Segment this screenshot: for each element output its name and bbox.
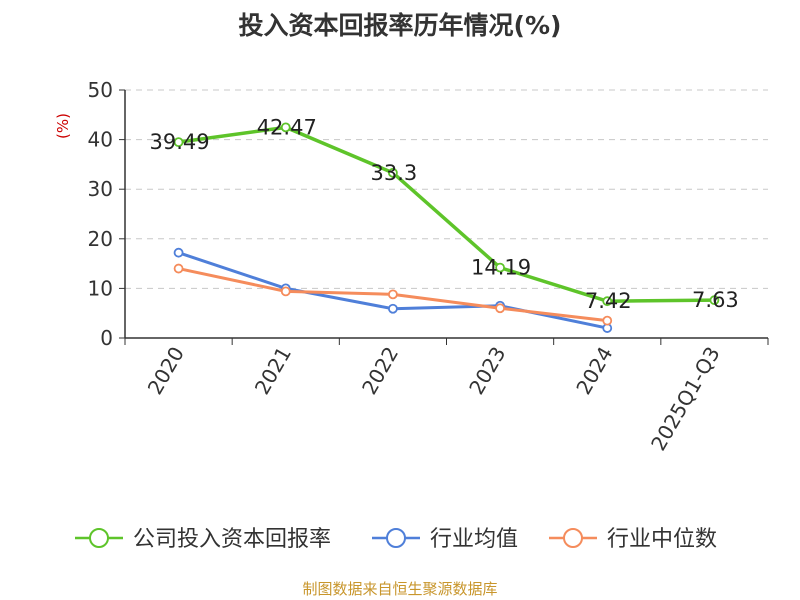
legend-marker-icon bbox=[563, 528, 583, 548]
x-tick-label: 2023 bbox=[464, 343, 510, 399]
series-lines bbox=[173, 122, 720, 333]
data-point bbox=[173, 137, 184, 148]
data-point bbox=[602, 296, 613, 307]
data-point bbox=[388, 303, 398, 314]
legend-label: 公司投入资本回报率 bbox=[133, 527, 331, 552]
legend-marker-icon bbox=[89, 528, 109, 548]
legend-item-1[interactable]: 行业均值 bbox=[372, 527, 518, 552]
data-point bbox=[280, 122, 291, 133]
grid-lines bbox=[125, 89, 768, 289]
series-0 bbox=[173, 122, 720, 307]
data-point bbox=[388, 167, 398, 178]
data-point bbox=[602, 315, 613, 326]
data-point bbox=[495, 303, 505, 314]
legend-marker-icon bbox=[386, 528, 406, 548]
y-tick-label: 30 bbox=[88, 177, 113, 201]
x-tick-label: 2022 bbox=[357, 343, 403, 399]
legend: 公司投入资本回报率 行业均值 行业中位数 bbox=[75, 527, 717, 552]
source-note: 制图数据来自恒生聚源数据库 bbox=[302, 580, 498, 598]
data-label: 39.49 bbox=[150, 130, 210, 154]
data-point bbox=[280, 286, 291, 297]
data-point bbox=[173, 247, 184, 258]
legend-label: 行业均值 bbox=[430, 527, 518, 552]
data-label: 42.47 bbox=[257, 115, 317, 139]
y-tick-label: 40 bbox=[88, 128, 113, 152]
data-label: 7.63 bbox=[692, 288, 739, 312]
data-label: 14.19 bbox=[471, 256, 531, 280]
legend-item-0[interactable]: 公司投入资本回报率 bbox=[75, 527, 331, 552]
y-tick-label: 10 bbox=[88, 276, 113, 300]
series-2 bbox=[173, 263, 613, 326]
chart-title: 投入资本回报率历年情况(%) bbox=[238, 11, 562, 40]
data-point bbox=[173, 263, 184, 274]
data-labels: 39.49 42.47 33.3 14.19 7.42 7.63 bbox=[150, 115, 739, 313]
y-axis-unit-label: (%) bbox=[54, 113, 72, 139]
y-tick-label: 0 bbox=[100, 326, 113, 350]
legend-label: 行业中位数 bbox=[607, 527, 717, 552]
x-tick-label: 2020 bbox=[143, 343, 189, 399]
data-label: 7.42 bbox=[585, 289, 632, 313]
data-point bbox=[495, 262, 505, 273]
data-point bbox=[388, 289, 398, 300]
x-tick-label: 2024 bbox=[571, 343, 617, 399]
data-point bbox=[709, 295, 720, 306]
series-line bbox=[178, 125, 715, 303]
y-tick-label: 20 bbox=[88, 227, 113, 251]
legend-item-2[interactable]: 行业中位数 bbox=[549, 527, 717, 552]
x-tick-label: 2025Q1-Q3 bbox=[646, 343, 725, 455]
x-tick-label: 2021 bbox=[250, 343, 296, 399]
y-tick-label: 50 bbox=[88, 78, 113, 102]
data-label: 33.3 bbox=[371, 161, 418, 185]
